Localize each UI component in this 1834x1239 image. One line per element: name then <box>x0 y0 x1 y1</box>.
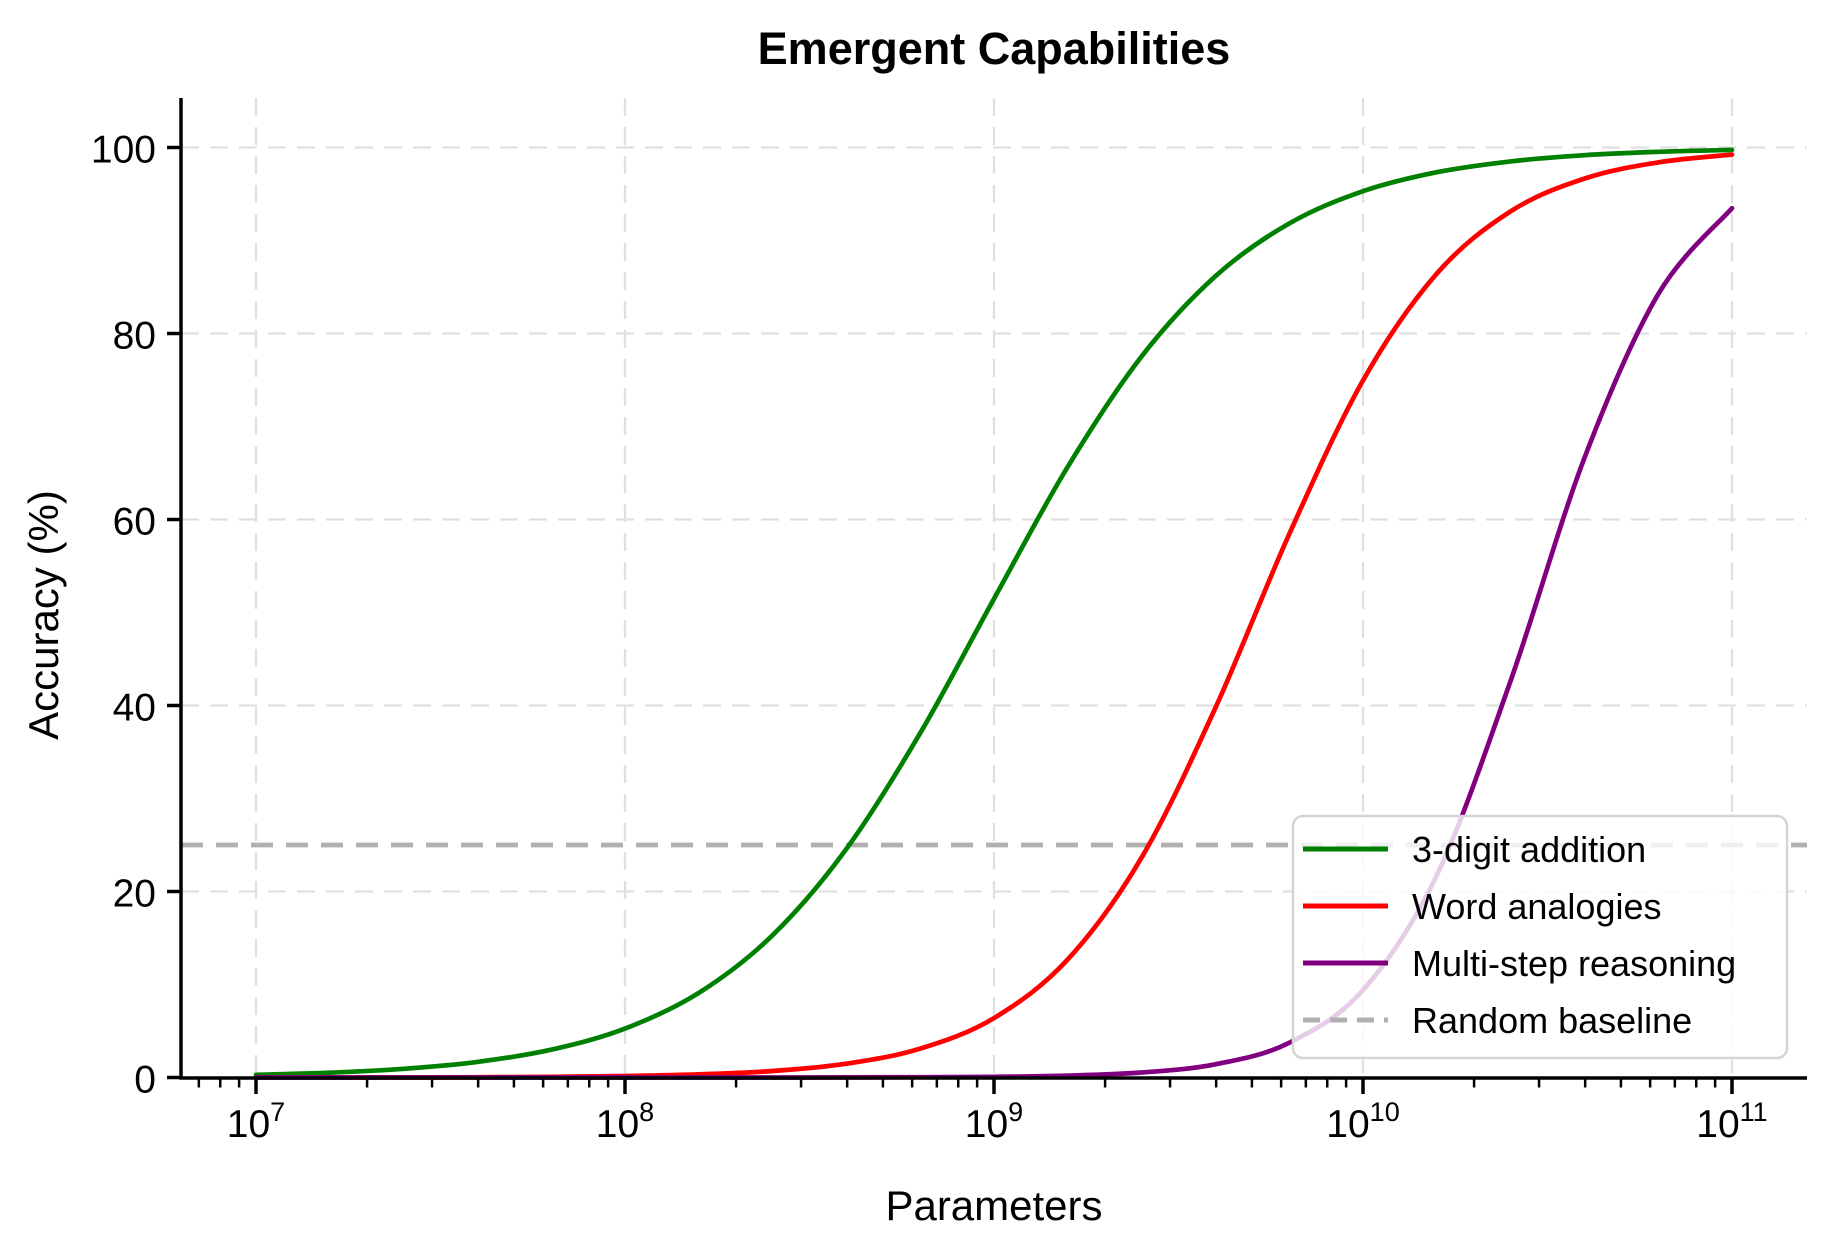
series-line-0 <box>253 147 1735 1078</box>
legend-entry-multi-step-reasoning: Multi-step reasoning <box>1303 943 1736 984</box>
x-tick-label-1e11: 1011 <box>1696 1097 1767 1146</box>
legend-entry-3-digit-addition: 3-digit addition <box>1303 829 1646 870</box>
legend-label-word-analogies: Word analogies <box>1412 886 1662 927</box>
y-tick-label-100: 100 <box>91 129 156 172</box>
legend-entry-word-analogies: Word analogies <box>1303 886 1662 927</box>
chart-title: Emergent Capabilities <box>758 23 1231 74</box>
x-tick-label-1e9: 109 <box>965 1097 1023 1146</box>
y-tick-label-60: 60 <box>113 501 156 544</box>
x-tick-label-1e10: 1010 <box>1326 1097 1399 1146</box>
legend-label-random-baseline: Random baseline <box>1412 1000 1692 1041</box>
y-tick-label-80: 80 <box>113 315 156 358</box>
legend: 3-digit addition Word analogies Multi-st… <box>1291 814 1789 1060</box>
legend-label-multi-step-reasoning: Multi-step reasoning <box>1412 943 1736 984</box>
y-tick-label-40: 40 <box>113 687 156 730</box>
x-tick-labels: 107 108 109 1010 1011 <box>227 1097 1768 1146</box>
x-tick-label-1e7: 107 <box>227 1097 285 1146</box>
y-tick-label-0: 0 <box>134 1059 156 1102</box>
y-tick-label-20: 20 <box>113 873 156 916</box>
tick-marks <box>167 145 1734 1094</box>
y-tick-labels: 0 20 40 60 80 100 <box>91 129 156 1102</box>
x-tick-label-1e8: 108 <box>596 1097 654 1146</box>
y-axis-label: Accuracy (%) <box>20 490 67 740</box>
legend-label-3-digit-addition: 3-digit addition <box>1412 829 1646 870</box>
x-axis-label: Parameters <box>885 1182 1102 1229</box>
legend-entry-random-baseline: Random baseline <box>1303 1000 1692 1041</box>
legend-box <box>1291 814 1789 1060</box>
